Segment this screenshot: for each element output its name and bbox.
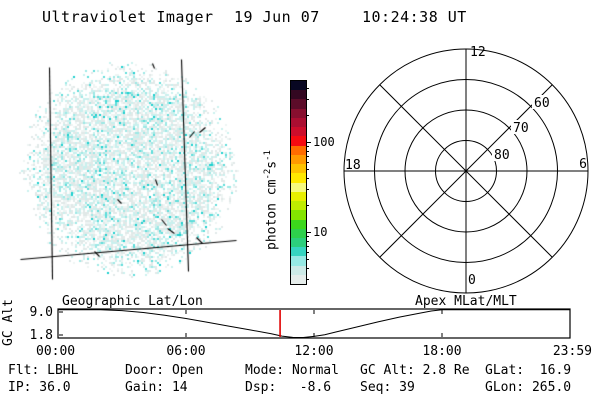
colorbar-band	[291, 237, 306, 248]
status-field: Seq: 39	[360, 380, 415, 395]
gc-alt-curve	[58, 309, 570, 339]
colorbar-tick	[306, 245, 309, 247]
label-mask	[511, 120, 531, 134]
status-field: Door: Open	[125, 363, 204, 378]
colorbar-band	[291, 247, 306, 257]
colorbar-band	[291, 136, 306, 146]
strip-xtick-label: 23:59	[553, 344, 592, 359]
colorbar-band	[291, 219, 306, 229]
colorbar-tick	[306, 99, 309, 101]
mlat-label: 70	[513, 121, 529, 136]
colorbar-band	[291, 265, 306, 275]
colorbar-tick	[306, 177, 309, 179]
colorbar-unit-label: photon cm-2s-1	[263, 150, 280, 250]
label-mask	[492, 147, 512, 161]
colorbar-band	[291, 117, 306, 128]
colorbar-tick	[306, 189, 309, 191]
colorbar-band	[291, 256, 306, 266]
mlt-hour-label: 12	[470, 45, 486, 60]
strip-xtick-label: 00:00	[36, 344, 75, 359]
label-mask	[532, 95, 552, 109]
colorbar-tick	[306, 146, 309, 148]
colorbar-tick	[306, 114, 309, 116]
strip-ytick-label: 9.0	[30, 305, 53, 320]
mlt-hour-label: 6	[579, 157, 587, 172]
colorbar-tick	[306, 204, 309, 206]
colorbar-band	[291, 228, 306, 238]
colorbar-tick	[306, 169, 309, 171]
status-field: GC Alt: 2.8 Re	[360, 363, 470, 378]
colorbar-tick	[306, 259, 309, 261]
colorbar-tick	[306, 87, 309, 89]
colorbar-band	[291, 108, 306, 118]
mlat-label: 60	[534, 96, 550, 111]
left-caption: Geographic Lat/Lon	[62, 294, 203, 309]
colorbar-band	[291, 201, 306, 211]
colorbar-tick	[306, 142, 311, 143]
status-field: Mode: Normal	[245, 363, 339, 378]
colorbar-tick	[306, 279, 309, 281]
colorbar-band	[291, 127, 306, 137]
colorbar-tick	[306, 240, 309, 242]
status-field: Flt: LBHL	[8, 363, 79, 378]
colorbar-band	[291, 99, 306, 109]
status-field: Dsp: -8.6	[245, 380, 332, 395]
gc-alt-strip-chart: Geographic Lat/Lon Apex MLat/MLT GC Alt 9.0…	[1, 294, 592, 359]
colorbar-tick-label: 10	[313, 225, 328, 239]
status-field: GLat: 16.9	[485, 363, 572, 378]
colorbar-tick	[306, 150, 309, 152]
strip-xtick-label: 12:00	[294, 344, 333, 359]
colorbar-band	[291, 81, 306, 91]
status-field: IP: 36.0	[8, 380, 71, 395]
colorbar-tick	[306, 251, 309, 253]
strip-xtick-label: 18:00	[422, 344, 461, 359]
colorbar-band	[291, 182, 306, 192]
colorbar-band	[291, 164, 306, 174]
colorbar-band	[291, 90, 306, 100]
colorbar-tick	[306, 155, 309, 157]
status-field: GLon: 265.0	[485, 380, 572, 395]
colorbar-band	[291, 191, 306, 202]
colorbar-tick	[306, 236, 309, 238]
colorbar-tick-label: 100	[313, 135, 335, 149]
strip-xtick-label: 06:00	[166, 344, 205, 359]
colorbar-tick	[306, 161, 309, 163]
colorbar-band	[291, 274, 306, 285]
mlt-hour-label: 18	[345, 158, 361, 173]
colorbar-band	[291, 173, 306, 183]
mlt-hour-label: 0	[468, 273, 476, 288]
mlat-label: 80	[494, 148, 510, 163]
mlt-axis-line	[379, 84, 553, 258]
colorbar-tick	[306, 267, 309, 269]
strip-ytick-label: 1.8	[30, 328, 53, 343]
status-field: Gain: 14	[125, 380, 188, 395]
colorbar-band	[291, 145, 306, 155]
colorbar-band	[291, 210, 306, 220]
strip-ylabel: GC Alt	[1, 299, 16, 346]
right-caption: Apex MLat/MLT	[415, 294, 517, 309]
strip-chart-frame	[57, 308, 571, 339]
colorbar-band	[291, 154, 306, 165]
colorbar-gradient	[290, 80, 307, 285]
colorbar-tick	[306, 232, 311, 233]
